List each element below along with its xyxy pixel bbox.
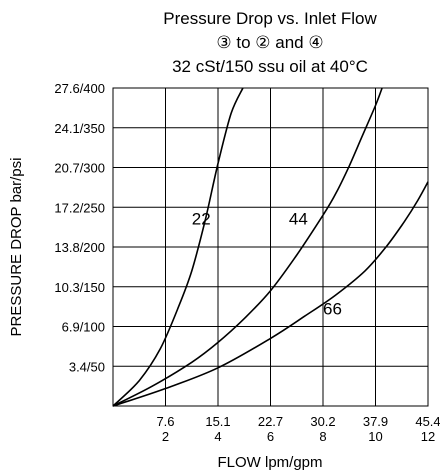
- grid-lines: [113, 87, 429, 406]
- series-label-22: 22: [192, 210, 211, 229]
- x-tick-label-gpm: 8: [319, 429, 326, 444]
- y-tick-label: 17.2/250: [54, 200, 105, 215]
- y-tick-label: 13.8/200: [54, 240, 105, 255]
- y-tick-label: 10.3/150: [54, 280, 105, 295]
- y-tick-label: 27.6/400: [54, 81, 105, 96]
- y-tick-labels: 3.4/50 6.9/100 10.3/150 13.8/200 17.2/250 20.…: [54, 81, 105, 374]
- x-tick-label-lpm: 45.4: [415, 414, 440, 429]
- y-axis-label: PRESSURE DROP bar/psi: [8, 158, 25, 337]
- x-tick-label-gpm: 2: [162, 429, 169, 444]
- x-axis-label: FLOW lpm/gpm: [217, 454, 322, 471]
- series-labels: 22 44 66: [192, 210, 342, 319]
- chart-title-line-3: 32 cSt/150 ssu oil at 40°C: [172, 57, 368, 76]
- series-label-44: 44: [289, 210, 308, 229]
- x-tick-labels: 7.62 15.14 22.76 30.28 37.910 45.412: [156, 414, 440, 444]
- x-tick-label-lpm: 15.1: [205, 414, 230, 429]
- y-tick-label: 6.9/100: [62, 320, 105, 335]
- x-tick-label-lpm: 22.7: [258, 414, 283, 429]
- series-curves: [112, 87, 429, 407]
- chart-title-line-1: Pressure Drop vs. Inlet Flow: [163, 9, 377, 28]
- y-tick-label: 20.7/300: [54, 161, 105, 176]
- series-curve-44: [112, 87, 383, 407]
- y-tick-label: 24.1/350: [54, 121, 105, 136]
- series-label-66: 66: [323, 300, 342, 319]
- x-tick-label-gpm: 10: [368, 429, 382, 444]
- series-curve-66: [112, 181, 429, 407]
- plot-frame: [112, 87, 429, 407]
- x-tick-label-lpm: 37.9: [363, 414, 388, 429]
- y-tick-label: 3.4/50: [69, 359, 105, 374]
- x-tick-label-lpm: 7.6: [156, 414, 174, 429]
- x-tick-label-gpm: 4: [214, 429, 221, 444]
- x-tick-label-gpm: 12: [421, 429, 435, 444]
- series-curve-22: [112, 87, 244, 407]
- x-tick-label-lpm: 30.2: [310, 414, 335, 429]
- chart-title-line-2: ③ to ② and ④: [216, 33, 323, 52]
- x-tick-label-gpm: 6: [267, 429, 274, 444]
